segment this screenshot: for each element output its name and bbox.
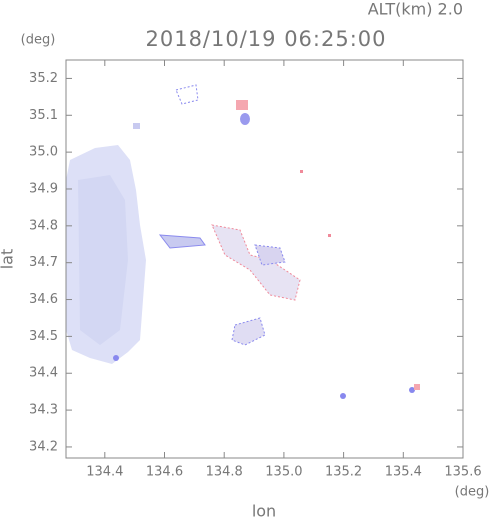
y-tick-label: 34.9 — [29, 181, 58, 196]
plot-frame — [65, 59, 464, 459]
x-tick-label: 135.0 — [265, 465, 302, 480]
y-tick-label: 35.2 — [29, 71, 58, 86]
altitude-label: ALT(km) 2.0 — [368, 0, 463, 19]
x-tick-label: 135.4 — [385, 465, 422, 480]
x-unit: (deg) — [455, 485, 490, 500]
x-tick-label: 135.6 — [444, 465, 481, 480]
y-unit: (deg) — [21, 33, 56, 48]
y-tick-label: 34.7 — [29, 255, 58, 270]
y-tick-label: 34.2 — [29, 439, 58, 454]
y-tick-label: 34.4 — [29, 366, 58, 381]
y-tick-label: 34.8 — [29, 218, 58, 233]
y-tick-label: 34.5 — [29, 329, 58, 344]
x-tick-label: 134.4 — [86, 465, 123, 480]
x-tick-label: 135.2 — [325, 465, 362, 480]
y-tick-label: 35.0 — [29, 145, 58, 160]
x-axis-label: lon — [252, 502, 276, 521]
y-tick-label: 34.6 — [29, 292, 58, 307]
chart-title: 2018/10/19 06:25:00 — [145, 27, 386, 51]
x-tick-label: 134.6 — [146, 465, 183, 480]
y-tick-label: 35.1 — [29, 108, 58, 123]
y-axis-label: lat — [0, 249, 17, 270]
echo-area — [66, 84, 420, 399]
y-tick-label: 34.3 — [29, 403, 58, 418]
x-tick-label: 134.8 — [206, 465, 243, 480]
